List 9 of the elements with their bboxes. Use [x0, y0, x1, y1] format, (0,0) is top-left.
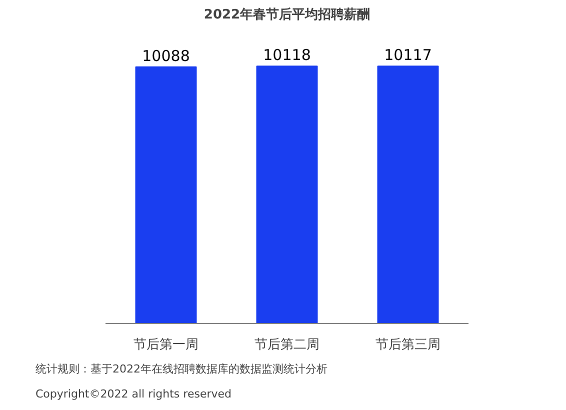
- chart-title: 2022年春节后平均招聘薪酬: [204, 6, 370, 22]
- data-label: 10088: [142, 46, 190, 65]
- text: 统计规则：基于2022年在线招聘数据库的数据监测统计分析: [36, 362, 328, 376]
- text: Copyright©2022 all rights reserved: [36, 388, 232, 400]
- data-label: 10117: [384, 46, 432, 64]
- x-tick-label: 节后第三周: [376, 338, 440, 352]
- data-label: 10118: [263, 46, 311, 64]
- x-tick-label: 节后第二周: [254, 338, 320, 352]
- x-tick-label: 节后第一周: [134, 338, 198, 352]
